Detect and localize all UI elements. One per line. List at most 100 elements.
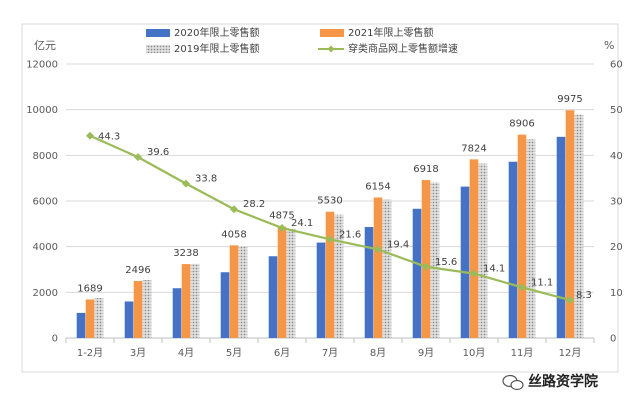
bar-2019 bbox=[142, 280, 152, 338]
watermark-text: 丝路资学院 bbox=[528, 373, 598, 390]
left-tick-label: 6000 bbox=[33, 197, 58, 208]
bar-2020 bbox=[556, 136, 566, 338]
bar-data-label: 6154 bbox=[365, 181, 390, 192]
x-tick-label: 9月 bbox=[418, 347, 434, 359]
right-tick-label: 20 bbox=[610, 242, 623, 253]
right-tick-label: 50 bbox=[610, 105, 623, 116]
line-data-label: 21.6 bbox=[339, 229, 361, 240]
line-data-label: 44.3 bbox=[98, 132, 120, 143]
watermark: 丝路资学院 bbox=[502, 373, 598, 391]
bar-2020 bbox=[220, 272, 230, 338]
legend-2021-swatch bbox=[320, 29, 344, 37]
growth-marker bbox=[518, 283, 526, 292]
bar-2020 bbox=[316, 242, 326, 338]
bar-2021 bbox=[373, 197, 383, 338]
left-axis: 0 2000 4000 6000 8000 10000 12000 bbox=[26, 60, 58, 345]
right-tick-label: 40 bbox=[610, 151, 623, 162]
right-unit-label: % bbox=[604, 39, 614, 52]
chart-frame bbox=[21, 23, 619, 373]
left-tick-label: 10000 bbox=[26, 105, 58, 116]
bar-data-label: 8906 bbox=[509, 119, 534, 130]
growth-marker bbox=[278, 223, 286, 232]
bar-2021 bbox=[325, 211, 335, 338]
x-tick-label: 11月 bbox=[511, 347, 534, 359]
right-tick-label: 0 bbox=[610, 334, 616, 345]
bar-2021 bbox=[469, 159, 479, 338]
bar-2021 bbox=[565, 110, 575, 338]
bar-2019 bbox=[238, 246, 248, 338]
x-tick-label: 4月 bbox=[178, 347, 194, 359]
bar-2021 bbox=[229, 245, 239, 338]
x-tick-label: 1-2月 bbox=[77, 347, 103, 359]
growth-marker bbox=[230, 205, 238, 214]
line-data-label: 15.6 bbox=[435, 257, 457, 268]
growth-marker bbox=[326, 235, 334, 244]
legend-2019-label: 2019年限上零售额 bbox=[174, 42, 259, 55]
x-axis: 1-2月 3月 4月 5月 6月 7月 8月 9月 10月 11月 12月 bbox=[65, 337, 595, 359]
legend-2020-swatch bbox=[146, 29, 170, 37]
legend: 2020年限上零售额 2021年限上零售额 2019年限上零售额 穿类商品网上零售额增… bbox=[146, 26, 458, 55]
line-data-label: 19.4 bbox=[387, 239, 409, 250]
bar-2021 bbox=[181, 264, 191, 338]
growth-marker bbox=[422, 262, 430, 271]
bar-2020 bbox=[268, 256, 278, 338]
x-tick-label: 3月 bbox=[130, 347, 146, 359]
bar-2020 bbox=[508, 161, 518, 338]
left-tick-label: 12000 bbox=[26, 60, 58, 71]
bar-2019 bbox=[382, 199, 392, 338]
bar-2021 bbox=[517, 134, 527, 338]
growth-marker bbox=[86, 131, 94, 140]
line-data-label: 39.6 bbox=[147, 147, 169, 158]
bar-data-label: 4058 bbox=[221, 229, 246, 240]
x-tick-label: 6月 bbox=[274, 347, 290, 359]
line-data-label: 24.1 bbox=[291, 218, 313, 229]
right-tick-label: 10 bbox=[610, 288, 623, 299]
line-data-label: 28.2 bbox=[243, 199, 265, 210]
bar-data-label: 5530 bbox=[317, 196, 342, 207]
bar-2019 bbox=[526, 139, 536, 338]
left-tick-label: 8000 bbox=[33, 151, 58, 162]
bar-2020 bbox=[364, 227, 374, 338]
x-tick-label: 10月 bbox=[463, 347, 486, 359]
bar-data-label: 6918 bbox=[413, 164, 438, 175]
bar-data-label: 2496 bbox=[125, 265, 150, 276]
bar-2021 bbox=[85, 299, 95, 338]
left-tick-label: 4000 bbox=[33, 242, 58, 253]
bar-2019 bbox=[286, 228, 296, 338]
growth-marker bbox=[182, 179, 190, 188]
legend-growth-label: 穿类商品网上零售额增速 bbox=[348, 42, 458, 55]
x-tick-label: 7月 bbox=[322, 347, 338, 359]
bar-data-label: 3238 bbox=[173, 248, 198, 259]
bar-series bbox=[76, 110, 584, 338]
growth-marker bbox=[374, 245, 382, 254]
right-tick-label: 30 bbox=[610, 197, 623, 208]
data-labels: 1689 2496 3238 4058 4875 5530 6154 6918 7824 8906… bbox=[77, 94, 592, 301]
bar-2020 bbox=[460, 186, 470, 338]
bar-2020 bbox=[172, 288, 182, 338]
right-axis: 0 10 20 30 40 50 60 bbox=[610, 60, 623, 345]
line-data-label: 14.1 bbox=[483, 264, 505, 275]
wechat-icon bbox=[502, 374, 524, 391]
left-tick-label: 2000 bbox=[33, 288, 58, 299]
legend-2021-label: 2021年限上零售额 bbox=[348, 26, 433, 39]
growth-marker bbox=[134, 153, 142, 162]
bar-2020 bbox=[412, 208, 422, 338]
legend-2019-swatch bbox=[146, 45, 170, 53]
bar-data-label: 1689 bbox=[77, 283, 102, 294]
growth-marker bbox=[470, 269, 478, 278]
bar-data-label: 4875 bbox=[269, 211, 294, 222]
bar-2020 bbox=[76, 312, 86, 338]
bar-2019 bbox=[478, 163, 488, 338]
bar-data-label: 9975 bbox=[557, 94, 582, 105]
line-data-label: 8.3 bbox=[576, 290, 592, 301]
x-tick-label: 8月 bbox=[370, 347, 386, 359]
bar-2021 bbox=[133, 281, 143, 338]
x-tick-label: 12月 bbox=[559, 347, 582, 359]
legend-2020-label: 2020年限上零售额 bbox=[174, 26, 259, 39]
line-series bbox=[86, 131, 574, 305]
right-tick-label: 60 bbox=[610, 60, 623, 71]
line-data-label: 11.1 bbox=[531, 277, 553, 288]
line-data-label: 33.8 bbox=[195, 174, 217, 185]
x-tick-label: 5月 bbox=[226, 347, 242, 359]
